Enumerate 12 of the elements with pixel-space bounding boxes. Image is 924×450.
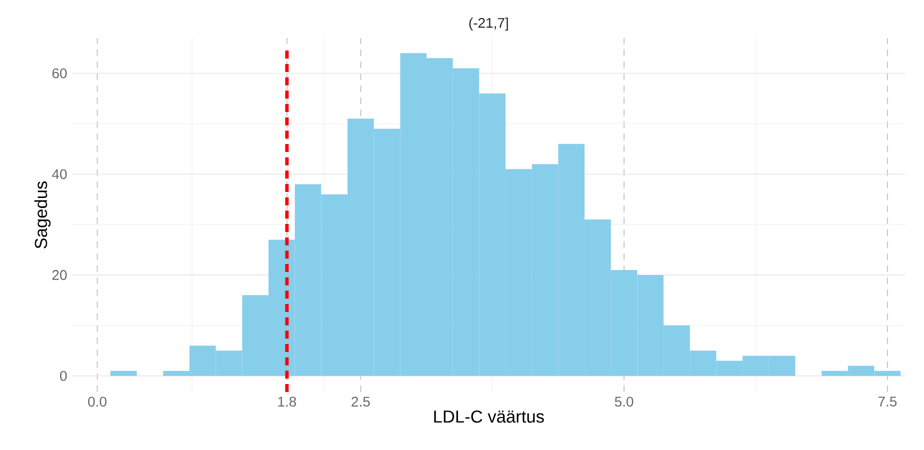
x-tick-label: 1.8	[278, 396, 296, 407]
x-tick-label: 5.0	[614, 396, 634, 407]
y-axis-title: Sagedus	[34, 181, 51, 248]
x-axis-title: LDL-C väärtus	[434, 410, 544, 423]
y-tick-label: 40	[52, 169, 67, 180]
y-tick-label: 60	[52, 68, 67, 78]
chart-title: (-21,7]	[469, 18, 508, 31]
x-tick-label: 7.5	[878, 396, 897, 406]
y-tick-label: 20	[52, 270, 67, 280]
x-tick-label: 2.5	[352, 396, 370, 407]
y-tick-label: 0	[60, 370, 67, 381]
x-tick-label: 0.0	[88, 396, 106, 407]
